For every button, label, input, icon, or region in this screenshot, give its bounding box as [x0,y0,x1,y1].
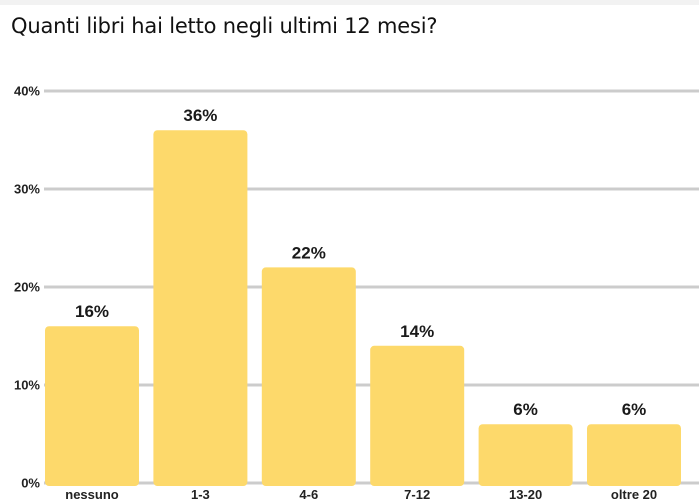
bar [370,345,465,486]
bar [587,424,681,486]
bar [261,267,356,486]
category-label: 1-3 [191,487,210,502]
y-tick-label: 30% [14,182,40,197]
data-label: 14% [400,322,434,341]
y-tick-label: 40% [14,84,40,99]
category-label: nessuno [65,487,119,502]
data-label: 36% [183,106,217,125]
category-label: 7-12 [404,487,430,502]
category-label: 4-6 [299,487,318,502]
bar [153,130,248,486]
data-label: 22% [292,243,326,262]
bar [45,326,139,486]
category-label: 13-20 [509,487,542,502]
y-tick-label: 0% [21,476,40,491]
bar [478,424,573,486]
chart-title: Quanti libri hai letto negli ultimi 12 m… [11,14,438,38]
y-tick-label: 10% [14,378,40,393]
y-tick-label: 20% [14,280,40,295]
bars [45,130,681,486]
top-strip [0,0,699,5]
category-label: oltre 20 [611,487,657,502]
labels: 0% 10% 20% 30% 40% 16% nessuno 36% 1-3 22% 4-6 14% 7… [14,84,657,503]
data-label: 16% [75,302,109,321]
data-label: 6% [622,400,647,419]
data-label: 6% [513,400,538,419]
